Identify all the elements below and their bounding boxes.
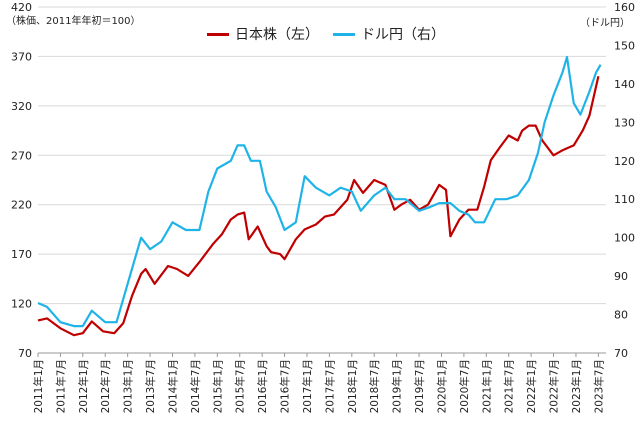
- x-tick-label: 2023年1月: [570, 359, 583, 413]
- y-right-tick-label: 160: [614, 1, 635, 14]
- y-right-tick-label: 80: [614, 309, 628, 322]
- x-tick-label: 2019年1月: [391, 359, 404, 413]
- stocks-line: [37, 75, 600, 337]
- y-left-tick-label: 170: [11, 248, 32, 261]
- legend-label-stocks: 日本株（左）: [235, 27, 319, 43]
- legend-swatch-stocks: [207, 32, 229, 36]
- x-tick-label: 2022年7月: [548, 359, 561, 413]
- x-tick-label: 2014年7月: [189, 359, 202, 413]
- y-left-tick-label: 70: [18, 347, 32, 360]
- y-right-tick-label: 70: [614, 347, 628, 360]
- y-right-tick-label: 110: [614, 193, 635, 206]
- y-left-tick-label: 320: [11, 100, 32, 113]
- x-tick-label: 2015年1月: [211, 359, 224, 413]
- x-tick-label: 2020年1月: [435, 359, 448, 413]
- x-tick-label: 2012年7月: [99, 359, 112, 413]
- x-tick-label: 2011年1月: [32, 359, 45, 413]
- x-tick-label: 2018年1月: [346, 359, 359, 413]
- y-right-tick-label: 150: [614, 39, 635, 52]
- y-right-tick-label: 140: [614, 78, 635, 91]
- y-left-tick-label: 270: [11, 149, 32, 162]
- x-axis: 2011年1月 2011年7月 2012年1月 2012年7月 2013年1月 2013年…: [32, 353, 605, 413]
- x-tick-label: 2019年7月: [413, 359, 426, 413]
- y-right-tick-label: 100: [614, 232, 635, 245]
- series-group: [37, 55, 602, 337]
- gridlines: [38, 6, 606, 354]
- legend-item-usdjpy: ドル円（右）: [333, 24, 445, 44]
- y-axis-left: 70 120 170 220 270 320 370 420: [11, 1, 32, 360]
- legend-item-stocks: 日本株（左）: [207, 24, 319, 44]
- x-tick-label: 2023年7月: [592, 359, 605, 413]
- x-tick-label: 2011年7月: [54, 359, 67, 413]
- y-left-tick-label: 420: [11, 1, 32, 14]
- left-axis-unit-label: （株価、2011年年初＝100）: [6, 16, 141, 27]
- y-left-tick-label: 370: [11, 50, 32, 63]
- x-tick-label: 2021年7月: [503, 359, 516, 413]
- usdjpy-line: [37, 55, 602, 328]
- x-tick-label: 2017年1月: [301, 359, 314, 413]
- x-tick-label: 2016年7月: [279, 359, 292, 413]
- x-tick-label: 2018年7月: [368, 359, 381, 413]
- x-tick-label: 2021年1月: [480, 359, 493, 413]
- x-tick-label: 2013年1月: [122, 359, 135, 413]
- x-tick-label: 2017年7月: [323, 359, 336, 413]
- y-right-tick-label: 120: [614, 155, 635, 168]
- right-axis-unit-label: （ドル円）: [580, 18, 630, 29]
- y-axis-right: 70 80 90 100 110 120 130 140 150 160: [614, 1, 635, 360]
- x-tick-label: 2014年1月: [166, 359, 179, 413]
- y-left-tick-label: 120: [11, 298, 32, 311]
- legend-label-usdjpy: ドル円（右）: [361, 27, 445, 43]
- x-tick-label: 2012年1月: [77, 359, 90, 413]
- x-tick-label: 2020年7月: [458, 359, 471, 413]
- y-right-tick-label: 130: [614, 116, 635, 129]
- y-right-tick-label: 90: [614, 270, 628, 283]
- y-left-tick-label: 220: [11, 199, 32, 212]
- x-tick-label: 2016年1月: [256, 359, 269, 413]
- legend-swatch-usdjpy: [333, 32, 355, 36]
- x-tick-label: 2022年1月: [525, 359, 538, 413]
- x-tick-label: 2013年7月: [144, 359, 157, 413]
- x-tick-label: 2015年7月: [234, 359, 247, 413]
